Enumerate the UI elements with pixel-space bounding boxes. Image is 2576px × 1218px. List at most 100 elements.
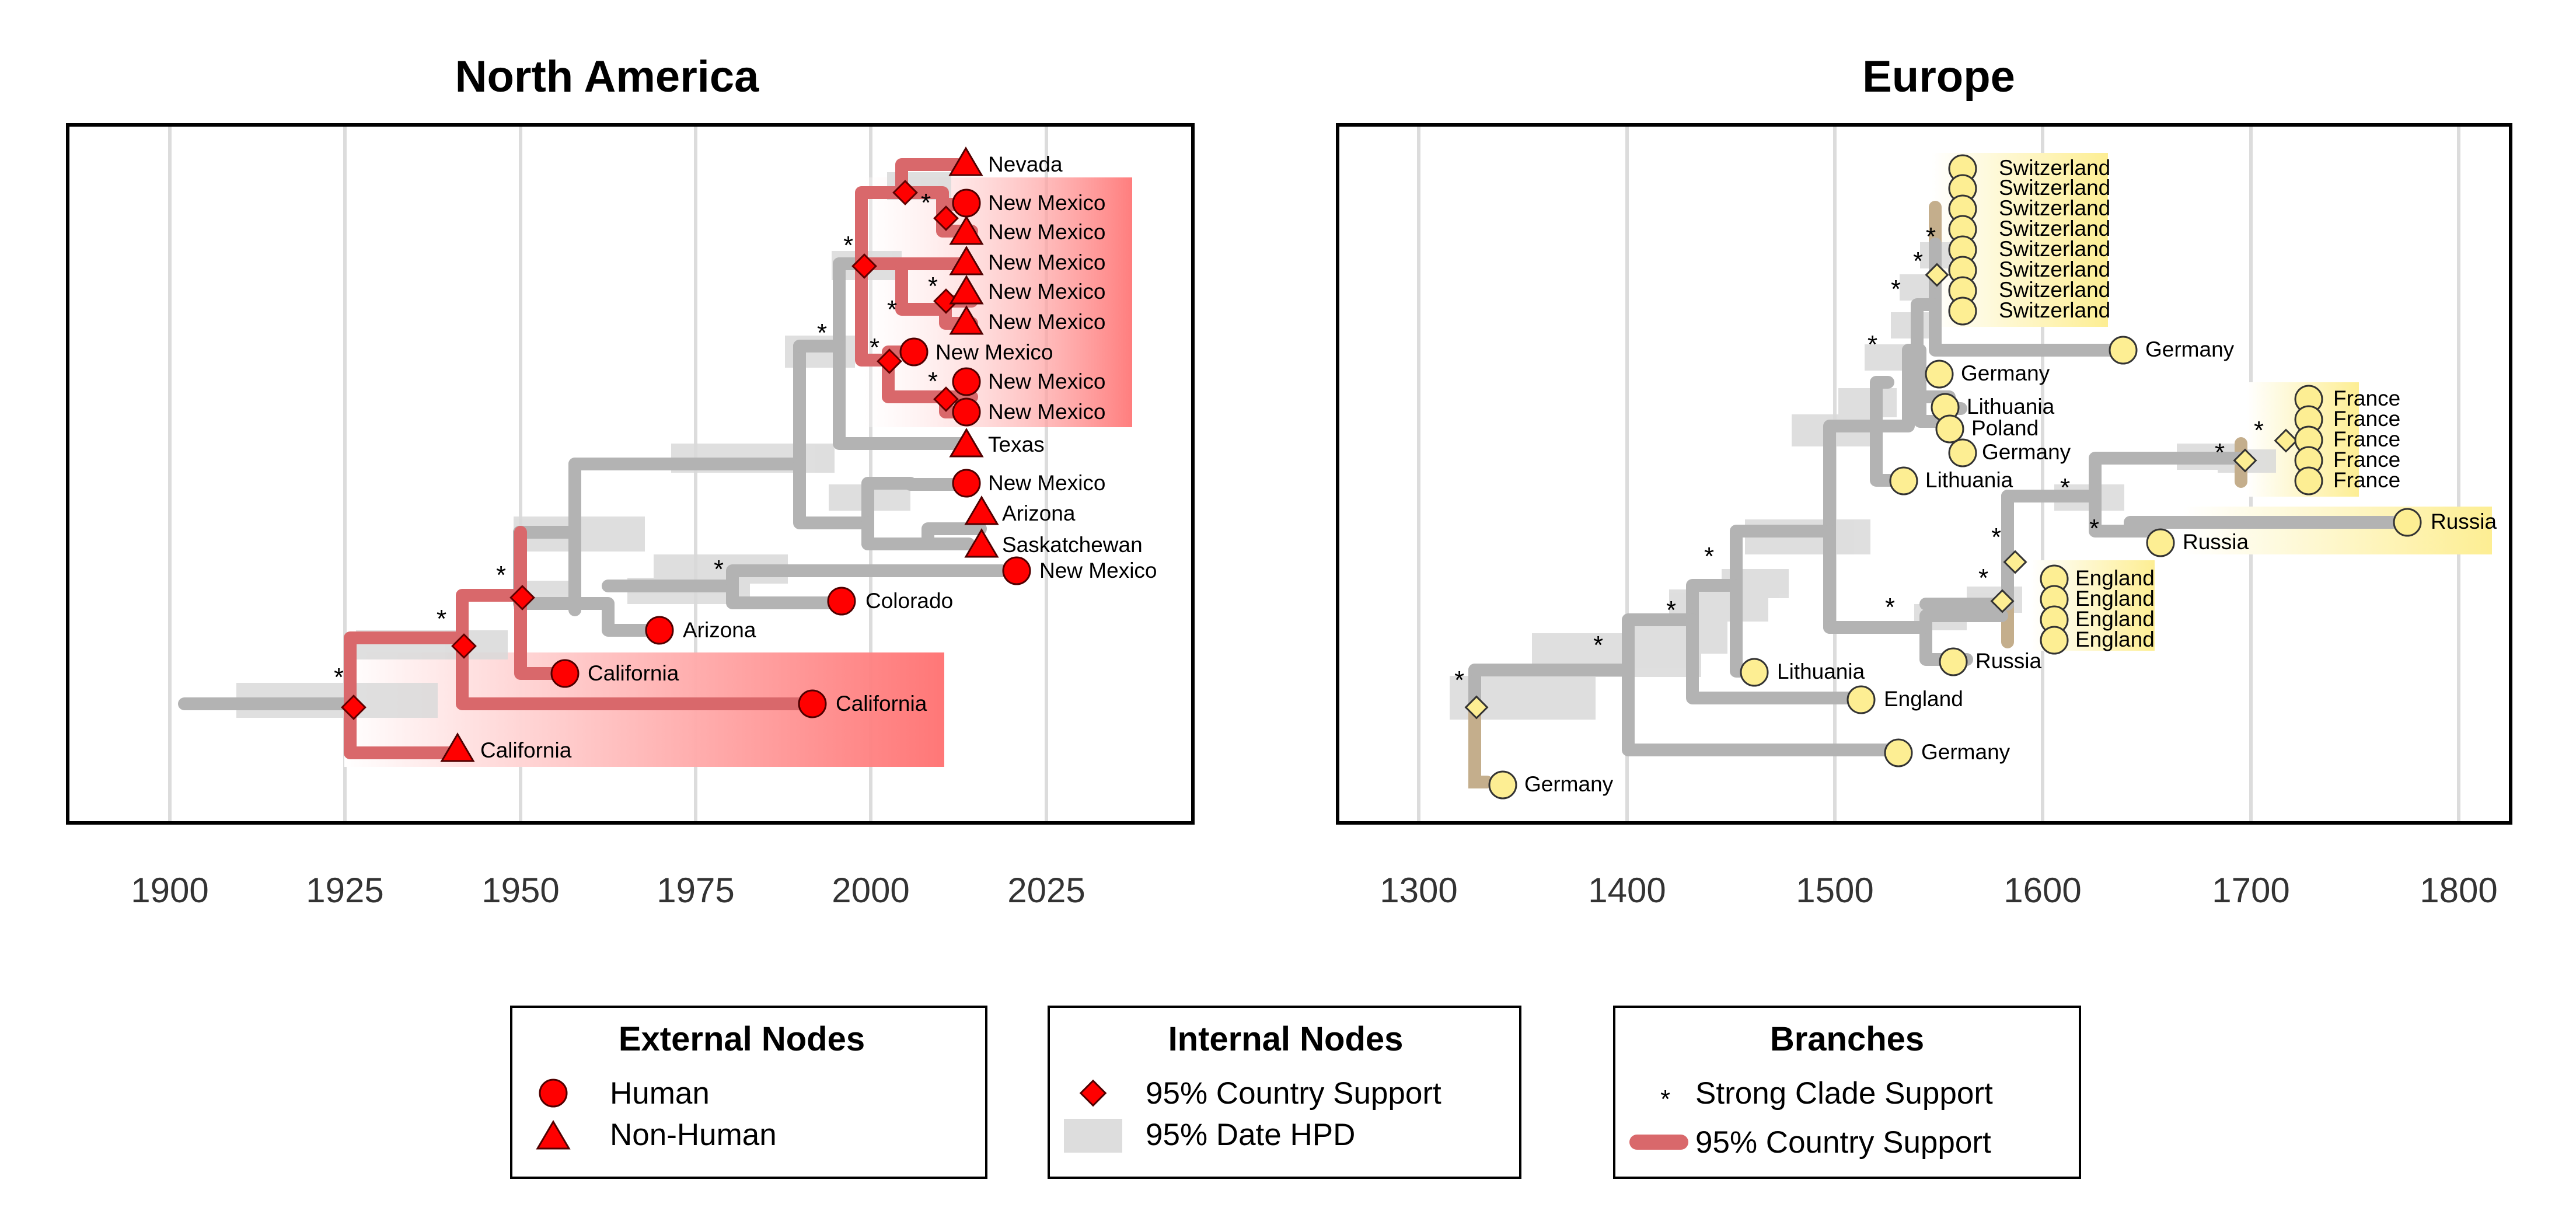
x-tick-label: 2025 xyxy=(1007,871,1085,910)
tip-label: Russia xyxy=(2431,509,2497,533)
tip-marker xyxy=(1488,770,1517,800)
support-diamond xyxy=(877,348,902,374)
branch xyxy=(456,631,821,710)
non-human-marker-icon xyxy=(536,1120,571,1150)
tip-label: Arizona xyxy=(1002,501,1076,525)
support-diamond xyxy=(341,694,366,720)
support-asterisk: * xyxy=(1868,330,1877,359)
tip-label: Russia xyxy=(2183,530,2249,554)
support-diamond xyxy=(892,180,918,205)
x-axis: 1900 1925 1950 1975 2000 2025 xyxy=(131,871,1085,910)
support-diamond xyxy=(1925,263,1949,287)
x-axis: 1300 1400 1500 1600 1700 1800 xyxy=(1380,871,2497,910)
tip-label: France xyxy=(2333,468,2400,492)
legend-label: 95% Country Support xyxy=(1146,1076,1441,1111)
support-asterisk: * xyxy=(928,367,938,396)
branch xyxy=(726,580,848,609)
support-asterisk: * xyxy=(1978,564,1988,592)
tip-marker xyxy=(1740,658,1769,687)
tip-label: Switzerland xyxy=(1999,278,2110,302)
tip-label: New Mexico xyxy=(988,310,1106,334)
internal-nodes xyxy=(341,180,959,720)
chart-title: North America xyxy=(455,52,760,102)
hpd-box xyxy=(1838,388,1897,417)
tip-marker xyxy=(1935,414,1964,444)
tip-label: New Mexico xyxy=(1039,559,1157,582)
tip-label: Germany xyxy=(1982,440,2071,464)
tip-label: Switzerland xyxy=(1999,217,2110,240)
tip-label: England xyxy=(2075,587,2155,610)
tip-marker xyxy=(2146,528,2175,557)
x-tick-label: 1500 xyxy=(1796,871,1873,910)
tip-label: Switzerland xyxy=(1999,156,2110,180)
tip-label: Saskatchewan xyxy=(1002,533,1143,557)
support-diamond xyxy=(2003,550,2027,574)
tip-label: New Mexico xyxy=(988,369,1106,393)
gray-branches xyxy=(178,257,1023,710)
legend-internal-nodes: Internal Nodes 95% Country Support 95% D… xyxy=(1048,1006,1521,1179)
tip-label: Switzerland xyxy=(1999,176,2110,200)
tips xyxy=(440,146,1031,762)
support-diamond xyxy=(2233,448,2257,473)
tip-marker-non-human xyxy=(949,275,984,305)
tip-label: Germany xyxy=(2145,337,2235,361)
x-tick-label: 1900 xyxy=(131,871,208,910)
plot-frame xyxy=(66,123,1195,825)
tip-label: Switzerland xyxy=(1999,298,2110,322)
hpd-swatch-icon xyxy=(1064,1119,1122,1153)
branch xyxy=(2001,452,2250,502)
support-asterisk: * xyxy=(437,605,446,633)
legend-external-nodes: External Nodes Human Non-Human xyxy=(510,1006,987,1179)
strong-support-marks: * * * * * * * * * * * xyxy=(334,189,938,692)
branch xyxy=(861,477,972,529)
asterisk-icon: * xyxy=(1660,1085,1670,1114)
tip-marker-non-human xyxy=(964,495,999,525)
support-asterisk: * xyxy=(1926,222,1936,251)
tip-marker xyxy=(1948,296,1977,326)
diamond-marker-icon xyxy=(1079,1079,1107,1107)
tip-label: Poland xyxy=(1971,416,2039,440)
tip-marker-human xyxy=(952,397,981,427)
branch xyxy=(1468,664,1894,756)
tip-marker xyxy=(1884,738,1913,767)
tips xyxy=(1488,154,2422,800)
branch xyxy=(2124,516,2399,538)
support-asterisk: * xyxy=(1593,631,1603,659)
x-tick-label: 1300 xyxy=(1380,871,1457,910)
tip-label: New Mexico xyxy=(988,400,1106,424)
tip-label: Germany xyxy=(1921,740,2010,764)
internal-nodes xyxy=(1464,263,2298,720)
legend-frame xyxy=(510,1006,987,1179)
tip-marker xyxy=(1948,438,1977,467)
tip-label: New Mexico xyxy=(936,340,1053,364)
branch xyxy=(1919,609,2008,634)
support-diamond xyxy=(933,386,959,412)
x-tick-label: 1400 xyxy=(1588,871,1666,910)
support-asterisk: * xyxy=(1991,523,2001,552)
tip-label: California xyxy=(588,661,679,685)
support-asterisk: * xyxy=(2254,416,2264,445)
support-diamond xyxy=(1464,695,1489,720)
tip-label: England xyxy=(1884,687,1963,711)
legend-label: Non-Human xyxy=(610,1118,777,1152)
tip-label: Arizona xyxy=(683,618,756,642)
support-asterisk: * xyxy=(496,561,506,589)
tip-label: Nevada xyxy=(988,152,1063,176)
tip-marker-human xyxy=(798,689,827,718)
tip-label: France xyxy=(2333,407,2400,431)
support-asterisk: * xyxy=(1913,247,1923,275)
tip-label: New Mexico xyxy=(988,471,1106,495)
tip-label: Germany xyxy=(1524,772,1614,796)
branch xyxy=(833,340,972,450)
support-asterisk: * xyxy=(817,319,827,347)
tip-label: France xyxy=(2333,427,2400,451)
tip-label: Lithuania xyxy=(1925,468,2013,492)
tip-label: Switzerland xyxy=(1999,237,2110,261)
branch xyxy=(793,458,874,529)
support-diamond xyxy=(933,288,959,314)
tip-marker-non-human xyxy=(949,428,984,458)
tip-marker-non-human xyxy=(948,146,983,176)
tip-label: Lithuania xyxy=(1967,395,2055,418)
legend-title: External Nodes xyxy=(619,1020,865,1058)
